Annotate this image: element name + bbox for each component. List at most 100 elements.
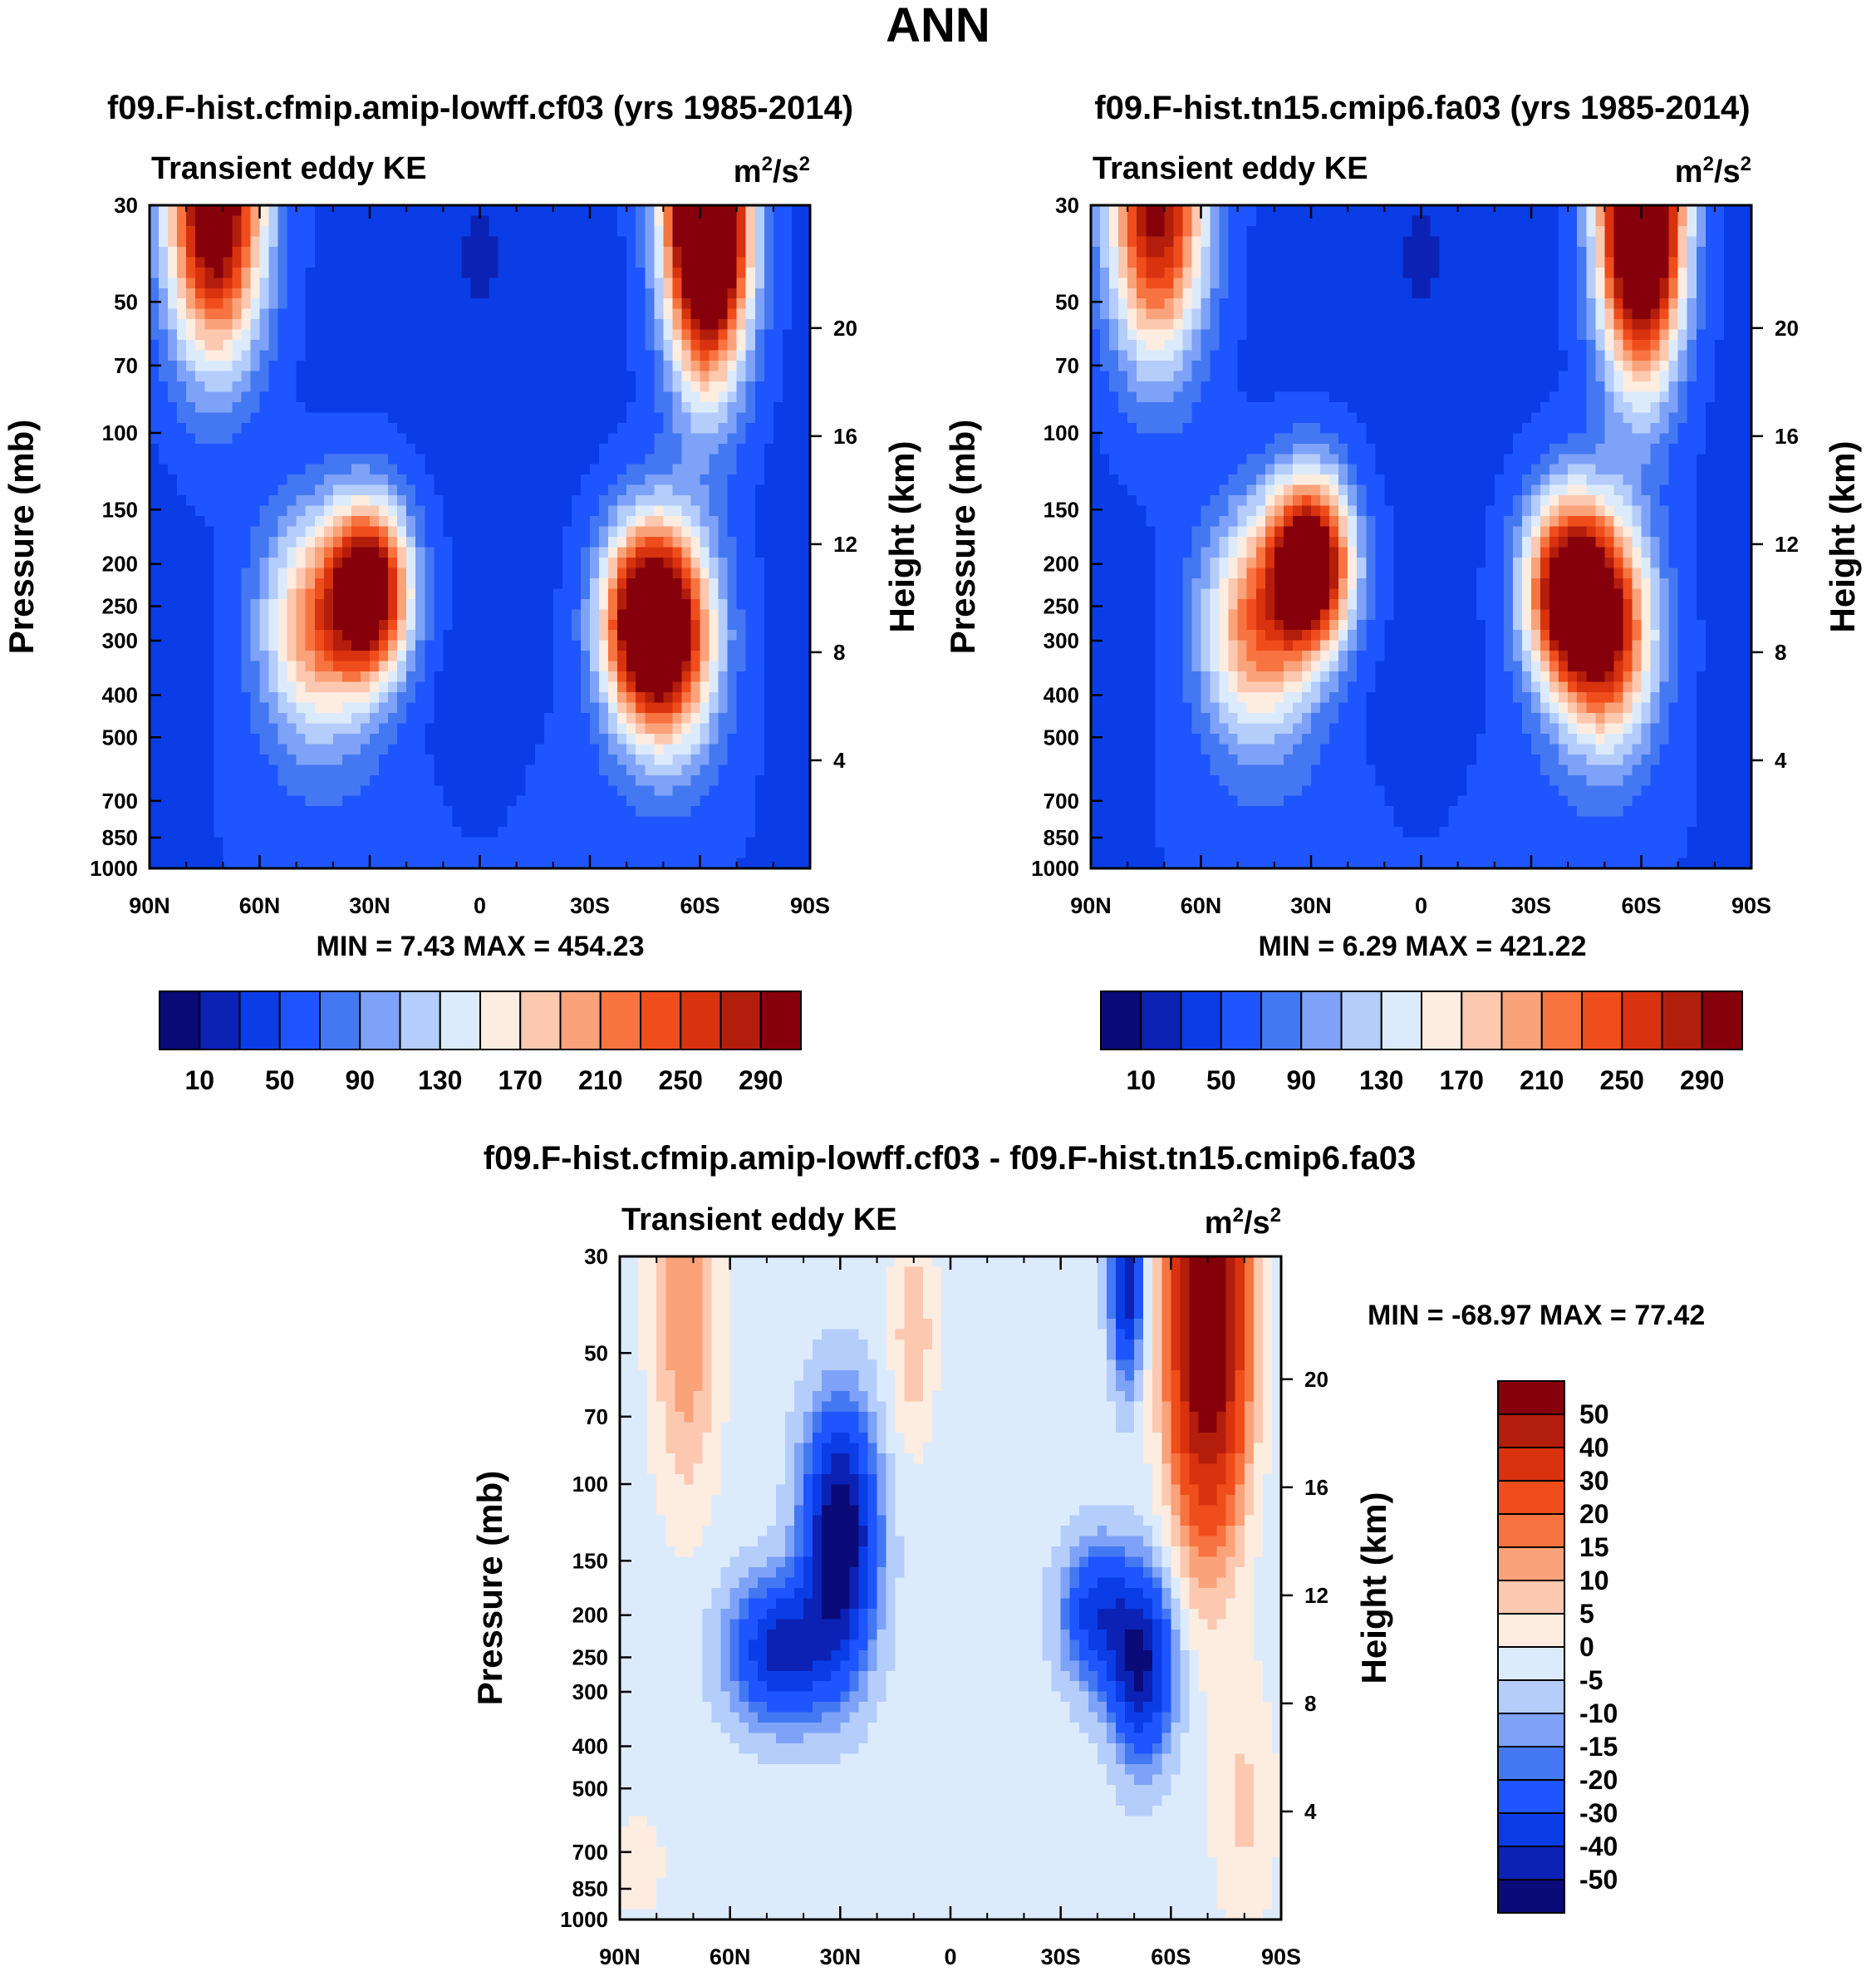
field-cell — [305, 837, 316, 848]
field-cell — [397, 764, 407, 776]
field-cell — [498, 474, 508, 486]
field-cell — [636, 537, 646, 548]
field-cell — [636, 505, 646, 517]
field-cell — [736, 557, 747, 569]
field-cell — [1412, 225, 1422, 238]
field-cell — [754, 609, 765, 621]
field-cell — [461, 671, 472, 683]
field-cell — [177, 381, 187, 393]
field-cell — [543, 422, 554, 434]
field-cell — [681, 816, 692, 828]
field-cell — [388, 806, 398, 818]
field-cell — [314, 537, 325, 548]
field-cell — [268, 661, 279, 672]
field-cell — [599, 733, 609, 745]
field-cell — [370, 495, 380, 507]
colorbar-box — [479, 990, 522, 1050]
field-cell — [782, 215, 793, 227]
field-cell — [168, 422, 178, 434]
field-cell — [223, 754, 233, 765]
field-cell — [195, 340, 205, 351]
field-cell — [562, 630, 572, 641]
field-cell — [195, 505, 205, 517]
field-cell — [736, 806, 747, 818]
field-cell — [626, 806, 636, 818]
field-cell — [168, 464, 178, 475]
field-cell — [645, 340, 655, 351]
field-cell — [1091, 225, 1101, 238]
field-cell — [1412, 205, 1422, 217]
field-cell — [663, 848, 673, 859]
field-cell — [507, 267, 518, 278]
field-cell — [159, 371, 169, 382]
field-cell — [214, 391, 223, 403]
field-cell — [782, 474, 793, 486]
field-cell — [332, 837, 343, 848]
field-cell — [332, 858, 343, 869]
field-cell — [681, 361, 692, 372]
field-cell — [406, 754, 416, 765]
field-cell — [150, 744, 160, 755]
field-cell — [268, 537, 279, 548]
field-cell — [590, 547, 600, 558]
field-cell — [232, 340, 243, 351]
field-cell — [168, 806, 178, 818]
field-cell — [709, 267, 719, 278]
x-tick-label: 60S — [680, 893, 719, 918]
field-cell — [250, 236, 261, 248]
field-cell — [727, 651, 738, 662]
field-cell — [599, 588, 609, 600]
field-cell — [599, 630, 609, 641]
field-cell — [562, 371, 572, 382]
field-cell — [360, 371, 371, 382]
field-cell — [571, 215, 582, 227]
field-cell — [332, 692, 343, 704]
field-cell — [332, 484, 343, 496]
field-cell — [250, 225, 261, 238]
field-cell — [599, 474, 609, 486]
field-cell — [241, 412, 252, 424]
field-cell — [479, 225, 490, 238]
field-cell — [479, 319, 490, 331]
field-cell — [745, 381, 756, 393]
field-cell — [388, 651, 398, 662]
field-cell — [764, 733, 774, 745]
field-cell — [1228, 225, 1239, 238]
field-cell — [452, 484, 463, 496]
field-cell — [388, 671, 398, 683]
field-cell — [204, 609, 214, 621]
field-cell — [204, 547, 214, 558]
field-cell — [800, 361, 811, 372]
field-cell — [782, 371, 793, 382]
field-cell — [1421, 236, 1432, 248]
field-cell — [287, 619, 297, 631]
field-cell — [223, 858, 233, 869]
field-cell — [700, 298, 710, 310]
field-cell — [690, 246, 701, 258]
field-cell — [672, 225, 683, 238]
field-cell — [599, 598, 609, 610]
field-cell — [268, 588, 279, 600]
field-cell — [617, 692, 627, 704]
field-cell — [323, 578, 334, 589]
field-cell — [406, 298, 416, 310]
field-cell — [672, 816, 683, 828]
field-cell — [663, 246, 673, 258]
field-cell — [516, 774, 527, 786]
field-cell — [268, 702, 279, 714]
field-cell — [379, 568, 389, 579]
field-cell — [250, 288, 261, 299]
field-cell — [580, 640, 591, 651]
field-cell — [434, 401, 444, 413]
field-cell — [214, 257, 223, 268]
field-cell — [314, 340, 325, 351]
field-cell — [599, 785, 609, 797]
field-cell — [323, 401, 334, 413]
field-cell — [1568, 215, 1578, 227]
field-cell — [507, 723, 518, 735]
field-cell — [305, 764, 316, 776]
field-cell — [764, 298, 774, 310]
field-cell — [305, 578, 316, 589]
field-cell — [415, 391, 425, 403]
field-cell — [397, 651, 407, 662]
